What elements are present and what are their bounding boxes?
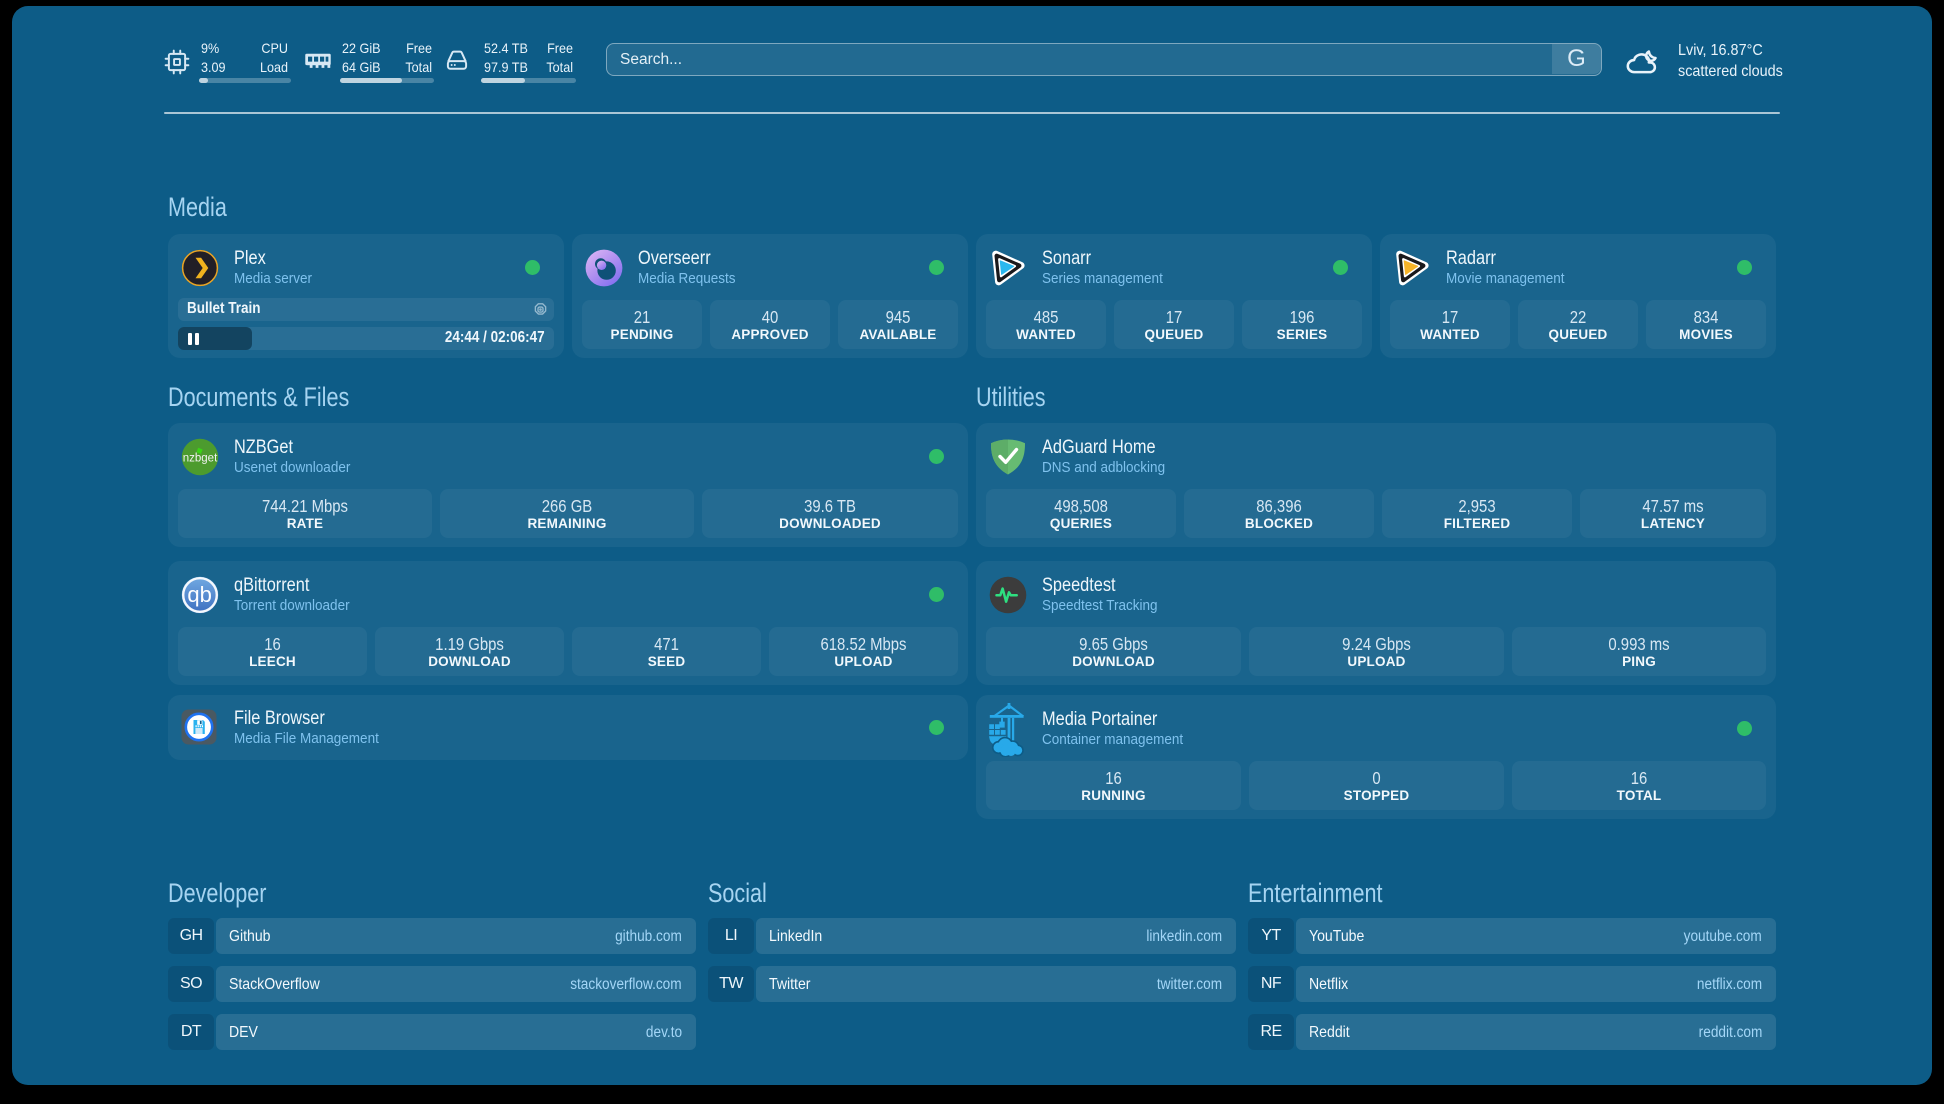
svg-text:nzbget: nzbget <box>183 453 218 465</box>
svg-text:qb: qb <box>187 582 211 607</box>
